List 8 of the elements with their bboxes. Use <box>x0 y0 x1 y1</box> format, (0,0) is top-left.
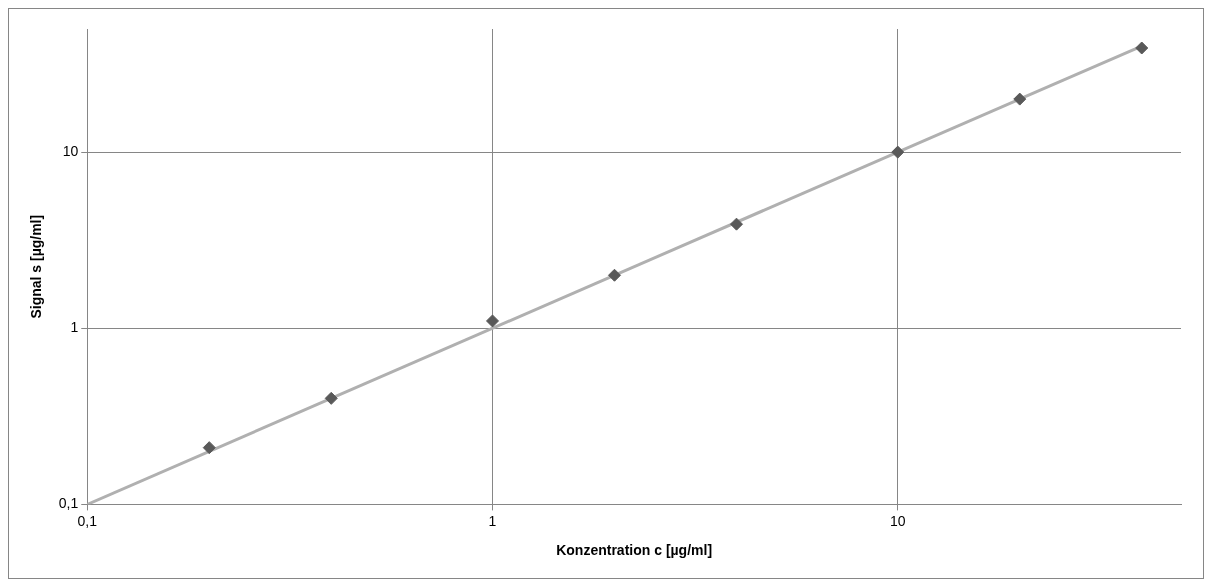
y-axis-title: Signal s [µg/ml] <box>28 214 45 319</box>
x-axis-title: Konzentration c [µg/ml] <box>556 542 713 559</box>
x-tick-label: 1 <box>488 512 497 529</box>
y-tick-label: 1 <box>70 319 79 336</box>
y-tick-label: 10 <box>62 142 79 159</box>
y-tick-label: 0,1 <box>58 495 79 512</box>
x-tick-label: 0,1 <box>77 512 98 529</box>
x-tick-label: 10 <box>889 512 906 529</box>
